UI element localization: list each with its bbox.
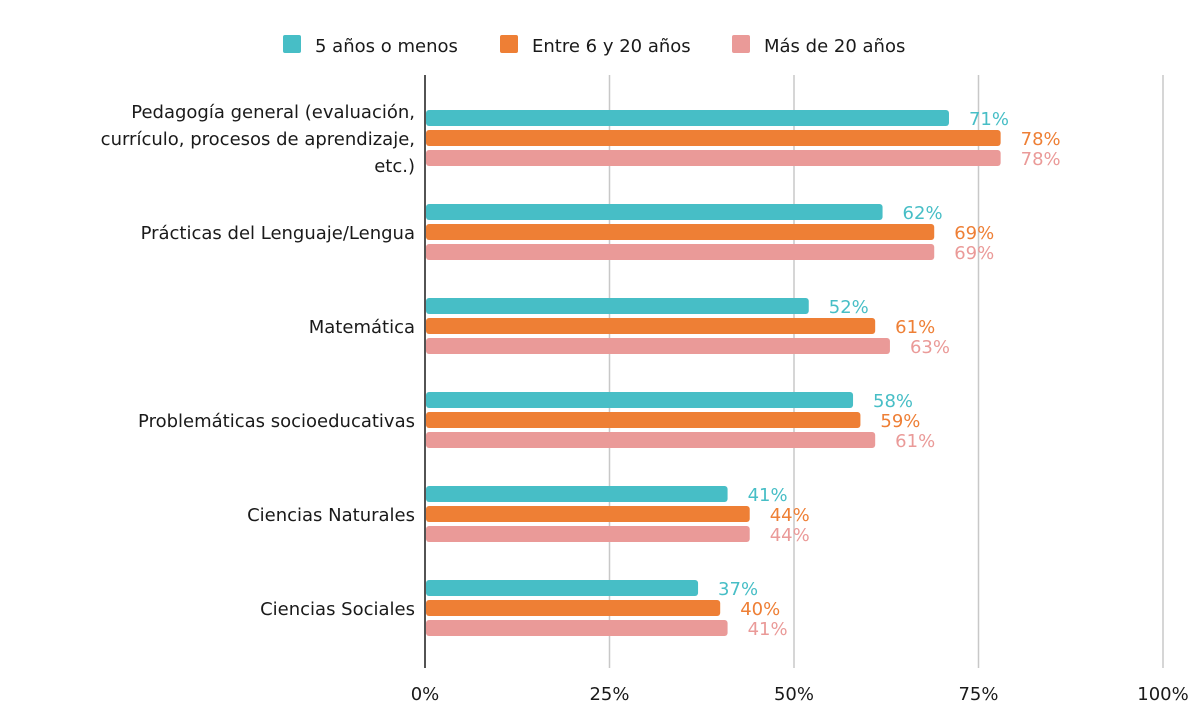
- bar: [426, 526, 750, 542]
- x-tick-label: 50%: [774, 684, 814, 705]
- bar: [426, 338, 890, 354]
- category-labels: Pedagogía general (evaluación, currículo,…: [101, 102, 415, 620]
- data-label: 37%: [718, 579, 758, 600]
- category-label: Matemática: [309, 317, 415, 338]
- bar: [426, 150, 1001, 166]
- data-label: 59%: [880, 411, 920, 432]
- x-tick-label: 75%: [958, 684, 998, 705]
- data-label: 61%: [895, 317, 935, 338]
- legend-label: Más de 20 años: [764, 36, 905, 57]
- bar: [426, 412, 861, 428]
- bar: [426, 318, 876, 334]
- bar: [426, 110, 949, 126]
- data-label: 40%: [740, 599, 780, 620]
- bar: [426, 486, 728, 502]
- category-label: Problemáticas socioeducativas: [138, 411, 415, 432]
- category-label-line: Ciencias Sociales: [260, 599, 415, 620]
- legend-label: 5 años o menos: [315, 36, 458, 57]
- value-labels: 71%78%78%62%69%69%52%61%63%58%59%61%41%4…: [718, 109, 1061, 640]
- x-tick-label: 0%: [411, 684, 440, 705]
- data-label: 71%: [969, 109, 1009, 130]
- category-label-line: Pedagogía general (evaluación,: [131, 102, 415, 123]
- bar: [426, 224, 935, 240]
- category-label-line: etc.): [374, 156, 415, 177]
- data-label: 62%: [903, 203, 943, 224]
- data-label: 41%: [748, 485, 788, 506]
- data-label: 44%: [770, 525, 810, 546]
- bar: [426, 204, 883, 220]
- category-label: Ciencias Naturales: [247, 505, 415, 526]
- bar: [426, 298, 809, 314]
- category-label-line: Ciencias Naturales: [247, 505, 415, 526]
- data-label: 44%: [770, 505, 810, 526]
- category-label-line: currículo, procesos de aprendizaje,: [101, 129, 415, 150]
- data-label: 58%: [873, 391, 913, 412]
- x-tick-label: 25%: [589, 684, 629, 705]
- data-label: 78%: [1021, 149, 1061, 170]
- bar: [426, 600, 721, 616]
- bar: [426, 432, 876, 448]
- legend-label: Entre 6 y 20 años: [532, 36, 691, 57]
- category-label-line: Matemática: [309, 317, 415, 338]
- bar: [426, 506, 750, 522]
- category-label-line: Prácticas del Lenguaje/Lengua: [141, 223, 415, 244]
- bar: [426, 580, 699, 596]
- data-label: 52%: [829, 297, 869, 318]
- grid-lines: [608, 75, 1164, 668]
- legend-swatch: [283, 35, 301, 53]
- data-label: 69%: [954, 223, 994, 244]
- category-label: Prácticas del Lenguaje/Lengua: [141, 223, 415, 244]
- x-axis-tick-labels: 0% 25% 50% 75% 100%: [411, 684, 1189, 705]
- data-label: 69%: [954, 243, 994, 264]
- data-label: 63%: [910, 337, 950, 358]
- bar: [426, 620, 728, 636]
- legend: 5 años o menos Entre 6 y 20 años Más de 20…: [283, 35, 905, 57]
- data-label: 78%: [1021, 129, 1061, 150]
- category-label: Pedagogía general (evaluación, currículo,…: [101, 102, 415, 177]
- category-label-line: Problemáticas socioeducativas: [138, 411, 415, 432]
- data-label: 61%: [895, 431, 935, 452]
- data-label: 41%: [748, 619, 788, 640]
- bar: [426, 244, 935, 260]
- bar: [426, 130, 1001, 146]
- legend-swatch: [732, 35, 750, 53]
- legend-swatch: [500, 35, 518, 53]
- x-tick-label: 100%: [1137, 684, 1188, 705]
- category-label: Ciencias Sociales: [260, 599, 415, 620]
- bars: [426, 110, 1001, 636]
- bar: [426, 392, 854, 408]
